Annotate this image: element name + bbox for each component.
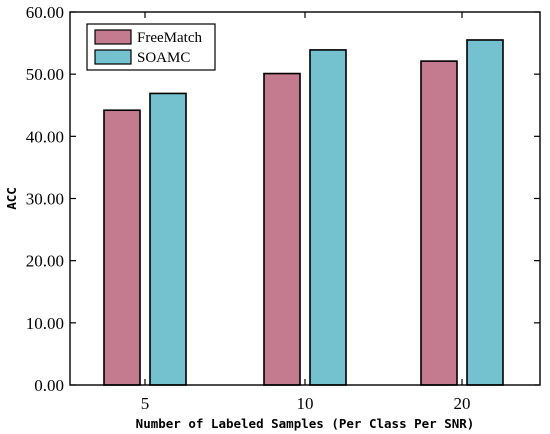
bar-soamc-20 bbox=[466, 39, 504, 386]
y-axis-title: ACC bbox=[4, 187, 19, 210]
y-tick-label: 0.00 bbox=[34, 376, 64, 395]
y-tick-label: 60.00 bbox=[26, 3, 64, 22]
x-tick-label: 10 bbox=[297, 394, 314, 413]
y-tick-label: 10.00 bbox=[26, 314, 64, 333]
y-tick-label: 40.00 bbox=[26, 127, 64, 146]
bar-freematch-5 bbox=[103, 109, 141, 386]
bar-freematch-20 bbox=[420, 60, 458, 386]
y-tick-label: 50.00 bbox=[26, 65, 64, 84]
legend-swatch-soamc bbox=[94, 49, 132, 65]
y-tick-label: 20.00 bbox=[26, 252, 64, 271]
legend-swatch-freematch bbox=[94, 29, 132, 45]
bar-freematch-10 bbox=[263, 72, 301, 386]
legend-label-freematch: FreeMatch bbox=[137, 30, 202, 46]
bar-soamc-10 bbox=[309, 49, 347, 386]
y-tick-label: 30.00 bbox=[26, 190, 64, 209]
x-tick-label: 5 bbox=[141, 394, 150, 413]
legend-label-soamc: SOAMC bbox=[137, 50, 190, 66]
x-tick-label: 20 bbox=[454, 394, 471, 413]
x-axis-title: Number of Labeled Samples (Per Class Per… bbox=[136, 416, 475, 431]
bar-soamc-5 bbox=[149, 92, 187, 386]
